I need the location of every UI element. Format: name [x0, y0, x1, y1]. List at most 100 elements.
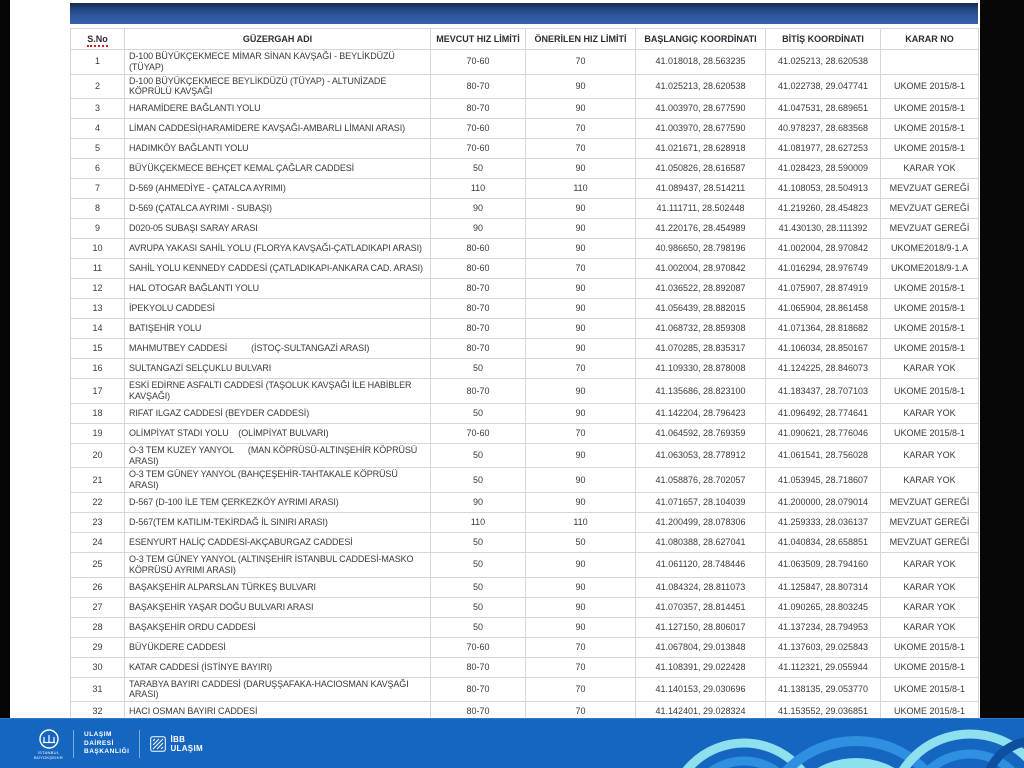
cell-decision-no: MEVZUAT GEREĞİ: [880, 531, 979, 553]
cell-decision-no: UKOME 2015/8-1: [880, 318, 979, 340]
cell-decision-no: UKOME 2015/8-1: [880, 73, 979, 100]
table-row: 2 D-100 BÜYÜKÇEKMECE BEYLİKDÜZÜ (TÜYAP) …: [70, 73, 979, 100]
department-label: ULAŞIM DAİRESİ BAŞKANLIĞI: [84, 731, 129, 757]
ibb-ulasim-brand: İBB ULAŞIM: [150, 735, 203, 753]
cell-decision-no: UKOME 2015/8-1: [880, 298, 979, 320]
footer-branding: İSTANBUL BÜYÜKŞEHİR ULAŞIM DAİRESİ BAŞKA…: [34, 724, 203, 764]
cell-start-coordinate: 41.109330, 28.878008: [635, 358, 766, 380]
emblem-caption-line2: BÜYÜKŞEHİR: [34, 754, 64, 760]
cell-end-coordinate: 41.108053, 28.504913: [765, 178, 881, 200]
cell-decision-no: UKOME 2015/8-1: [880, 656, 979, 678]
ibb-emblem-icon: [38, 729, 59, 749]
table-row: 5 HADIMKÖY BAĞLANTI YOLU 70-60 70 41.021…: [70, 138, 979, 160]
cell-proposed-limit: 70: [525, 422, 636, 444]
cell-end-coordinate: 41.137234, 28.794953: [765, 616, 881, 638]
cell-current-limit: 110: [430, 511, 526, 533]
footer-divider: [73, 730, 75, 758]
cell-current-limit: 50: [430, 616, 526, 638]
right-black-bar: [980, 0, 1024, 718]
cell-current-limit: 50: [430, 596, 526, 618]
cell-end-coordinate: 41.106034, 28.850167: [765, 338, 881, 360]
cell-sno: 5: [70, 138, 125, 160]
table-header-row: S.No GÜZERGAH ADI MEVCUT HIZ LİMİTİ ÖNER…: [70, 28, 979, 50]
cell-sno: 18: [70, 402, 125, 424]
cell-route-name: AVRUPA YAKASI SAHİL YOLU (FLORYA KAVŞAĞI…: [124, 238, 431, 260]
cell-start-coordinate: 41.084324, 28.811073: [635, 576, 766, 598]
cell-decision-no: [880, 49, 979, 75]
cell-current-limit: 70-60: [430, 422, 526, 444]
cell-proposed-limit: 90: [525, 442, 636, 469]
cell-proposed-limit: 70: [525, 258, 636, 280]
table-row: 17 ESKİ EDİRNE ASFALTI CADDESİ (TAŞOLUK …: [70, 378, 979, 404]
table-row: 6 BÜYÜKÇEKMECE BEHÇET KEMAL ÇAĞLAR CADDE…: [70, 158, 979, 180]
cell-route-name: HAL OTOGAR BAĞLANTI YOLU: [124, 278, 431, 300]
cell-route-name: D020-05 SUBAŞI SARAY ARASI: [124, 218, 431, 240]
table-row: 7 D-569 (AHMEDİYE - ÇATALCA AYRIMI) 110 …: [70, 178, 979, 200]
table-row: 26 BAŞAKŞEHİR ALPARSLAN TÜRKEŞ BULVARI 5…: [70, 576, 979, 598]
cell-route-name: BÜYÜKÇEKMECE BEHÇET KEMAL ÇAĞLAR CADDESİ: [124, 158, 431, 180]
department-line2: DAİRESİ: [84, 739, 114, 747]
cell-start-coordinate: 41.003970, 28.677590: [635, 98, 766, 120]
table-row: 32 HACI OSMAN BAYIRI CADDESİ 80-70 70 41…: [70, 701, 979, 723]
cell-sno: 27: [70, 596, 125, 618]
cell-decision-no: KARAR YOK: [880, 596, 979, 618]
cell-start-coordinate: 41.025213, 28.620538: [635, 73, 766, 100]
cell-end-coordinate: 41.137603, 29.025843: [765, 636, 881, 658]
cell-route-name: BATIŞEHİR YOLU: [124, 318, 431, 340]
cell-decision-no: UKOME2018/9-1.A: [880, 238, 979, 260]
cell-route-name: ESKİ EDİRNE ASFALTI CADDESİ (TAŞOLUK KAV…: [124, 378, 431, 404]
cell-current-limit: 50: [430, 576, 526, 598]
cell-proposed-limit: 90: [525, 378, 636, 404]
cell-proposed-limit: 110: [525, 178, 636, 200]
cell-sno: 2: [70, 73, 125, 100]
cell-decision-no: UKOME2018/9-1.A: [880, 258, 979, 280]
sno-header-label: S.No: [87, 33, 108, 47]
cell-decision-no: UKOME 2015/8-1: [880, 676, 979, 703]
cell-proposed-limit: 70: [525, 358, 636, 380]
top-blue-bar: [70, 3, 978, 24]
cell-end-coordinate: 41.138135, 29.053770: [765, 676, 881, 703]
cell-start-coordinate: 41.036522, 28.892087: [635, 278, 766, 300]
cell-sno: 8: [70, 198, 125, 220]
cell-decision-no: MEVZUAT GEREĞİ: [880, 511, 979, 533]
cell-current-limit: 80-70: [430, 656, 526, 678]
table-row: 20 O-3 TEM KUZEY YANYOL (MAN KÖPRÜSÜ-ALT…: [70, 442, 979, 469]
cell-route-name: KATAR CADDESİ (İSTİNYE BAYIRI): [124, 656, 431, 678]
table-row: 21 O-3 TEM GÜNEY YANYOL (BAHÇEŞEHİR-TAHT…: [70, 467, 979, 493]
cell-route-name: D-100 BÜYÜKÇEKMECE BEYLİKDÜZÜ (TÜYAP) - …: [124, 73, 431, 100]
cell-sno: 24: [70, 531, 125, 553]
fingerprint-wave-pattern-icon: [682, 729, 1024, 768]
cell-sno: 1: [70, 49, 125, 75]
cell-decision-no: UKOME 2015/8-1: [880, 138, 979, 160]
cell-route-name: D-569 (ÇATALCA AYRIMI - SUBAŞI): [124, 198, 431, 220]
cell-end-coordinate: 40.978237, 28.683568: [765, 118, 881, 140]
cell-end-coordinate: 41.125847, 28.807314: [765, 576, 881, 598]
cell-route-name: O-3 TEM GÜNEY YANYOL (BAHÇEŞEHİR-TAHTAKA…: [124, 467, 431, 493]
cell-start-coordinate: 41.063053, 28.778912: [635, 442, 766, 469]
cell-route-name: LİMAN CADDESİ(HARAMİDERE KAVŞAĞI-AMBARLI…: [124, 118, 431, 140]
cell-start-coordinate: 41.111711, 28.502448: [635, 198, 766, 220]
cell-end-coordinate: 41.071364, 28.818682: [765, 318, 881, 340]
cell-proposed-limit: 90: [525, 551, 636, 578]
cell-sno: 7: [70, 178, 125, 200]
cell-current-limit: 90: [430, 218, 526, 240]
table-row: 4 LİMAN CADDESİ(HARAMİDERE KAVŞAĞI-AMBAR…: [70, 118, 979, 140]
cell-start-coordinate: 41.108391, 29.022428: [635, 656, 766, 678]
cell-route-name: MAHMUTBEY CADDESİ (İSTOÇ-SULTANGAZİ ARAS…: [124, 338, 431, 360]
footer-divider: [139, 730, 141, 758]
cell-sno: 3: [70, 98, 125, 120]
cell-start-coordinate: 41.089437, 28.514211: [635, 178, 766, 200]
cell-proposed-limit: 70: [525, 118, 636, 140]
cell-start-coordinate: 41.002004, 28.970842: [635, 258, 766, 280]
cell-current-limit: 50: [430, 531, 526, 553]
cell-sno: 22: [70, 491, 125, 513]
table-row: 27 BAŞAKŞEHİR YAŞAR DOĞU BULVARI ARASI 5…: [70, 596, 979, 618]
cell-end-coordinate: 41.096492, 28.774641: [765, 402, 881, 424]
cell-end-coordinate: 41.047531, 28.689651: [765, 98, 881, 120]
cell-start-coordinate: 41.071657, 28.104039: [635, 491, 766, 513]
cell-current-limit: 70-60: [430, 49, 526, 75]
cell-sno: 4: [70, 118, 125, 140]
cell-start-coordinate: 41.070357, 28.814451: [635, 596, 766, 618]
cell-proposed-limit: 90: [525, 402, 636, 424]
